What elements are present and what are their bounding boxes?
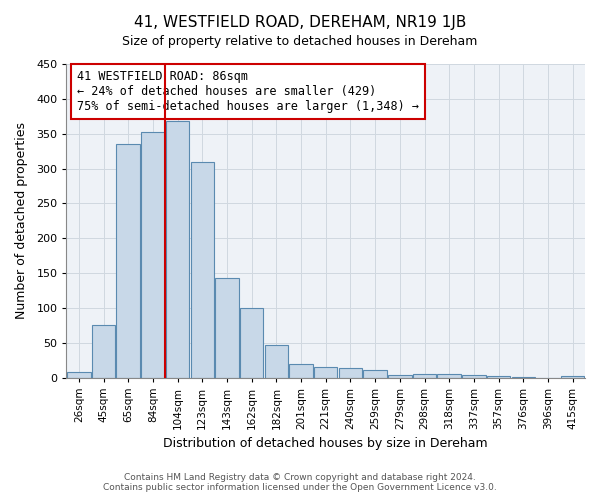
Bar xyxy=(388,374,412,378)
Bar xyxy=(364,370,387,378)
Bar xyxy=(166,121,190,378)
Bar xyxy=(240,308,263,378)
Bar xyxy=(141,132,164,378)
Bar xyxy=(512,377,535,378)
Bar xyxy=(314,367,337,378)
Text: Contains HM Land Registry data © Crown copyright and database right 2024.
Contai: Contains HM Land Registry data © Crown c… xyxy=(103,473,497,492)
Bar xyxy=(289,364,313,378)
Bar xyxy=(561,376,584,378)
Text: Size of property relative to detached houses in Dereham: Size of property relative to detached ho… xyxy=(122,35,478,48)
Bar xyxy=(191,162,214,378)
Y-axis label: Number of detached properties: Number of detached properties xyxy=(15,122,28,320)
Bar xyxy=(265,346,288,378)
Bar xyxy=(67,372,91,378)
Bar xyxy=(339,368,362,378)
Bar xyxy=(215,278,239,378)
Text: 41, WESTFIELD ROAD, DEREHAM, NR19 1JB: 41, WESTFIELD ROAD, DEREHAM, NR19 1JB xyxy=(134,15,466,30)
Bar xyxy=(437,374,461,378)
X-axis label: Distribution of detached houses by size in Dereham: Distribution of detached houses by size … xyxy=(163,437,488,450)
Bar xyxy=(462,374,485,378)
Text: 41 WESTFIELD ROAD: 86sqm
← 24% of detached houses are smaller (429)
75% of semi-: 41 WESTFIELD ROAD: 86sqm ← 24% of detach… xyxy=(77,70,419,114)
Bar xyxy=(116,144,140,378)
Bar xyxy=(487,376,511,378)
Bar xyxy=(413,374,436,378)
Bar xyxy=(92,324,115,378)
